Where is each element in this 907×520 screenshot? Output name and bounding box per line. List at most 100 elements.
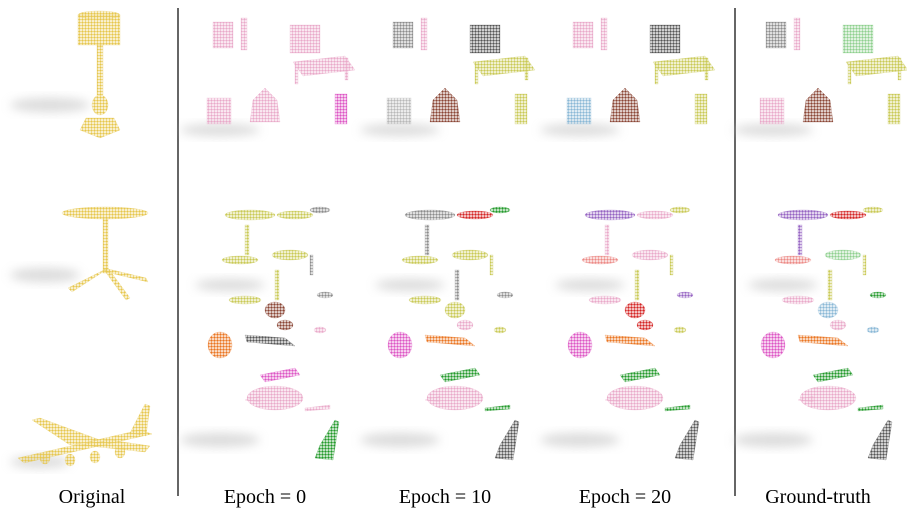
point-cloud-part: [91, 94, 109, 116]
point-cloud-part: [474, 61, 479, 85]
point-cloud-part: [454, 269, 460, 301]
point-cloud-part: [887, 93, 901, 125]
point-cloud-part: [249, 87, 281, 123]
point-cloud-part: [408, 295, 442, 305]
point-cloud-part: [103, 267, 149, 283]
point-cloud-part: [387, 331, 413, 359]
point-cloud-part: [496, 291, 514, 299]
point-cloud-part: [472, 55, 536, 77]
shadow: [360, 433, 440, 447]
point-cloud-part: [289, 24, 321, 54]
point-cloud-part: [274, 269, 280, 301]
shadow: [10, 268, 80, 282]
point-cloud-part: [604, 334, 656, 347]
shadow: [180, 124, 260, 136]
point-cloud-part: [581, 255, 619, 265]
point-cloud-part: [221, 255, 259, 265]
point-cloud-part: [624, 301, 646, 319]
point-cloud-part: [228, 295, 262, 305]
point-cloud-part: [420, 17, 428, 51]
point-cloud-part: [77, 10, 121, 20]
point-cloud-part: [313, 326, 327, 334]
point-cloud-part: [39, 451, 51, 465]
point-cloud-part: [793, 17, 801, 51]
point-cloud-part: [386, 97, 412, 125]
point-cloud-part: [524, 57, 529, 81]
point-cloud-part: [774, 255, 812, 265]
point-cloud-part: [799, 385, 857, 411]
point-cloud-part: [129, 403, 151, 437]
point-cloud-part: [439, 367, 481, 383]
point-cloud-part: [824, 249, 862, 261]
point-cloud-part: [484, 404, 511, 412]
point-cloud-part: [17, 429, 153, 464]
point-cloud-part: [401, 255, 439, 265]
point-cloud-part: [489, 254, 494, 276]
shadow: [540, 124, 620, 136]
point-cloud-part: [636, 210, 674, 220]
point-cloud-part: [862, 254, 867, 276]
point-cloud-part: [566, 97, 592, 125]
point-cloud-part: [765, 21, 787, 49]
point-cloud-part: [451, 249, 489, 261]
point-cloud-part: [829, 319, 847, 331]
point-cloud-part: [797, 224, 803, 256]
point-cloud-part: [600, 17, 608, 51]
point-cloud-part: [867, 419, 893, 461]
point-cloud-part: [869, 291, 887, 299]
point-cloud-part: [674, 419, 700, 461]
point-cloud-part: [857, 404, 884, 412]
shadow: [375, 279, 445, 291]
point-cloud-part: [649, 24, 681, 54]
caption: Epoch = 20: [579, 486, 671, 508]
point-cloud-part: [676, 291, 694, 299]
shadow: [10, 98, 90, 112]
point-cloud-part: [588, 295, 622, 305]
caption: Ground-truth: [765, 486, 871, 508]
point-cloud-part: [244, 334, 296, 347]
point-cloud-part: [619, 367, 661, 383]
point-cloud-part: [456, 210, 494, 220]
point-cloud-part: [827, 269, 833, 301]
shadow: [733, 124, 813, 136]
point-cloud-part: [314, 419, 340, 461]
point-cloud-part: [240, 17, 248, 51]
point-cloud-part: [31, 417, 101, 446]
point-cloud-part: [862, 206, 884, 214]
point-cloud-part: [609, 87, 641, 123]
shadow: [180, 433, 260, 447]
point-cloud-part: [829, 210, 867, 220]
point-cloud-part: [244, 395, 261, 403]
point-cloud-part: [456, 319, 474, 331]
point-cloud-part: [604, 395, 621, 403]
shadow: [540, 433, 620, 447]
point-cloud-part: [429, 87, 461, 123]
point-cloud-part: [584, 209, 636, 221]
point-cloud-part: [96, 44, 104, 96]
point-cloud-part: [493, 326, 507, 334]
point-cloud-part: [334, 93, 348, 125]
point-cloud-part: [264, 301, 286, 319]
point-cloud-part: [802, 87, 834, 123]
caption: Original: [59, 486, 126, 508]
caption: Epoch = 10: [399, 486, 491, 508]
point-cloud-part: [842, 24, 874, 54]
point-cloud-part: [866, 326, 880, 334]
point-cloud-part: [704, 57, 709, 81]
point-cloud-part: [897, 57, 902, 81]
point-cloud-part: [271, 249, 309, 261]
point-cloud-part: [845, 55, 907, 77]
point-cloud-part: [494, 419, 520, 461]
point-cloud-part: [631, 249, 669, 261]
point-cloud-part: [212, 21, 234, 49]
shadow: [195, 279, 265, 291]
point-cloud-part: [489, 206, 511, 214]
point-cloud-part: [294, 61, 299, 85]
point-cloud-part: [304, 404, 331, 412]
point-cloud-part: [344, 57, 349, 81]
point-cloud-part: [567, 331, 593, 359]
point-cloud-part: [424, 395, 441, 403]
point-cloud-part: [817, 301, 839, 319]
point-cloud-part: [61, 206, 149, 220]
